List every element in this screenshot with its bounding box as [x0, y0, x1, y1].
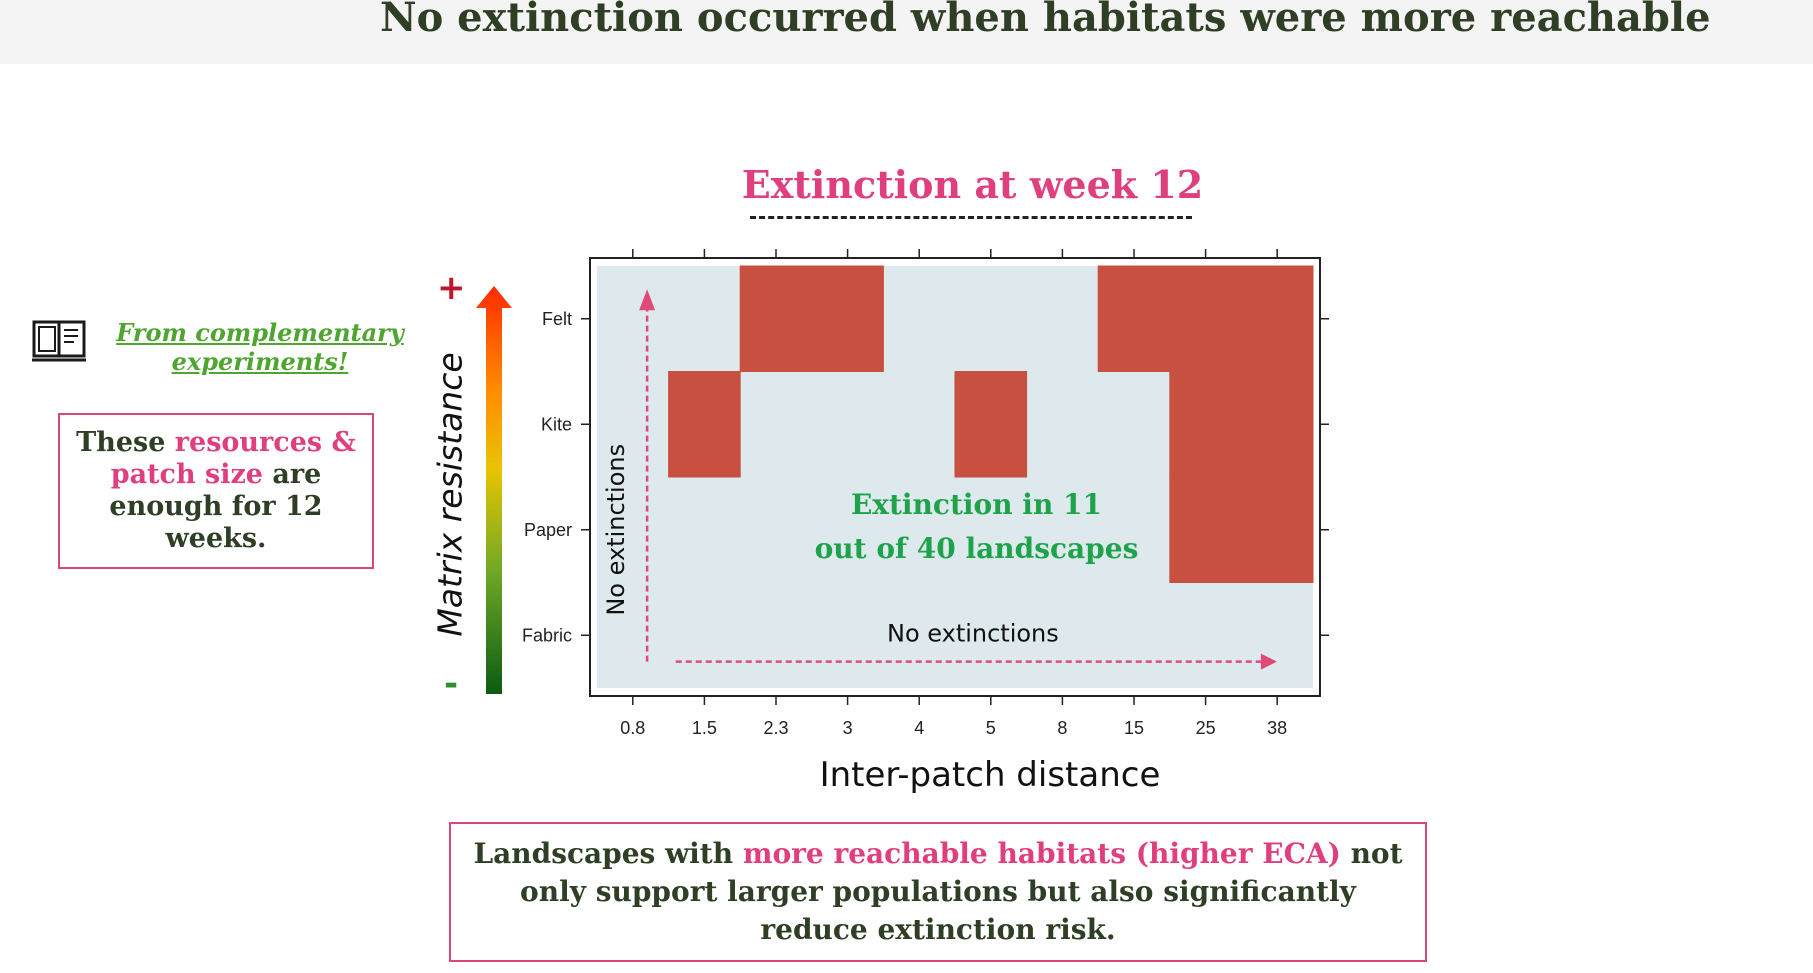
extinction-cell: [739, 265, 813, 372]
chart-title: Extinction at week 12: [741, 162, 1204, 207]
slide-title: No extinction occurred when habitats wer…: [380, 0, 1711, 41]
info-box: These resources & patch size are enough …: [58, 413, 374, 569]
horizontal-arrow-label: No extinctions: [887, 620, 1059, 648]
y-tick-label: Kite: [541, 414, 572, 434]
annotation-summary-line1: Extinction in 11: [851, 488, 1102, 521]
vertical-arrow-label: No extinctions: [602, 444, 630, 616]
conclusion-part-1: Landscapes with: [473, 837, 743, 870]
minus-sign: -: [444, 664, 459, 704]
book-icon: [32, 320, 86, 362]
extinction-cell: [1240, 476, 1314, 583]
vertical-arrow-head: [639, 289, 656, 311]
conclusion-text: Landscapes with more reachable habitats …: [463, 835, 1413, 949]
extinction-cell: [1240, 371, 1314, 478]
extinction-cell: [1097, 265, 1171, 372]
conclusion-box: Landscapes with more reachable habitats …: [449, 822, 1427, 962]
x-tick-label: 0.8: [620, 718, 645, 738]
y-tick-label: Felt: [542, 309, 572, 329]
x-tick-label: 38: [1267, 718, 1287, 738]
resistance-gradient-arrow: [476, 286, 512, 694]
extinction-cell: [1169, 265, 1242, 372]
x-tick-label: 1.5: [692, 718, 717, 738]
x-tick-label: 25: [1196, 718, 1216, 738]
x-tick-label: 15: [1124, 718, 1144, 738]
side-note: From complementary experiments!: [30, 318, 410, 378]
heatmap-chart: 0.8 1.5 2.3 3 4 5 8 15 25 38 Fabric Paper Kite Felt Ex…: [522, 249, 1329, 738]
horizontal-arrow-head: [1260, 653, 1277, 670]
x-tick-label: 4: [914, 718, 924, 738]
plus-sign: +: [437, 268, 466, 308]
conclusion-highlight: more reachable habitats (higher ECA): [742, 837, 1341, 870]
extinction-cell: [668, 371, 741, 478]
info-highlight: resources & patch size: [110, 427, 356, 490]
extinction-cell: [1240, 265, 1314, 372]
extinction-cell: [954, 371, 1028, 478]
info-text: These resources & patch size are enough …: [71, 427, 361, 555]
header-bar: No extinction occurred when habitats wer…: [0, 0, 1813, 64]
x-tick-label: 2.3: [763, 718, 788, 738]
y-tick-label: Paper: [524, 520, 572, 540]
chart-title-underline: [750, 216, 1192, 219]
info-text-part-1: These: [76, 427, 175, 458]
extinction-cell: [811, 265, 884, 372]
x-tick-label: 3: [843, 718, 853, 738]
x-tick-label: 5: [986, 718, 996, 738]
x-axis-label: Inter-patch distance: [819, 755, 1161, 795]
y-axis-label-text: Matrix resistance: [430, 352, 470, 637]
info-text-part-2: are enough for 12 weeks.: [109, 459, 323, 554]
extinction-cell: [1169, 476, 1242, 583]
extinction-cell: [1169, 371, 1242, 478]
conclusion-part-2: not only support larger populations but …: [520, 837, 1403, 946]
annotation-summary-line2: out of 40 landscapes: [815, 532, 1139, 565]
x-tick-label: 8: [1057, 718, 1067, 738]
side-note-text: From complementary experiments!: [116, 318, 404, 376]
y-tick-label: Fabric: [522, 625, 572, 645]
